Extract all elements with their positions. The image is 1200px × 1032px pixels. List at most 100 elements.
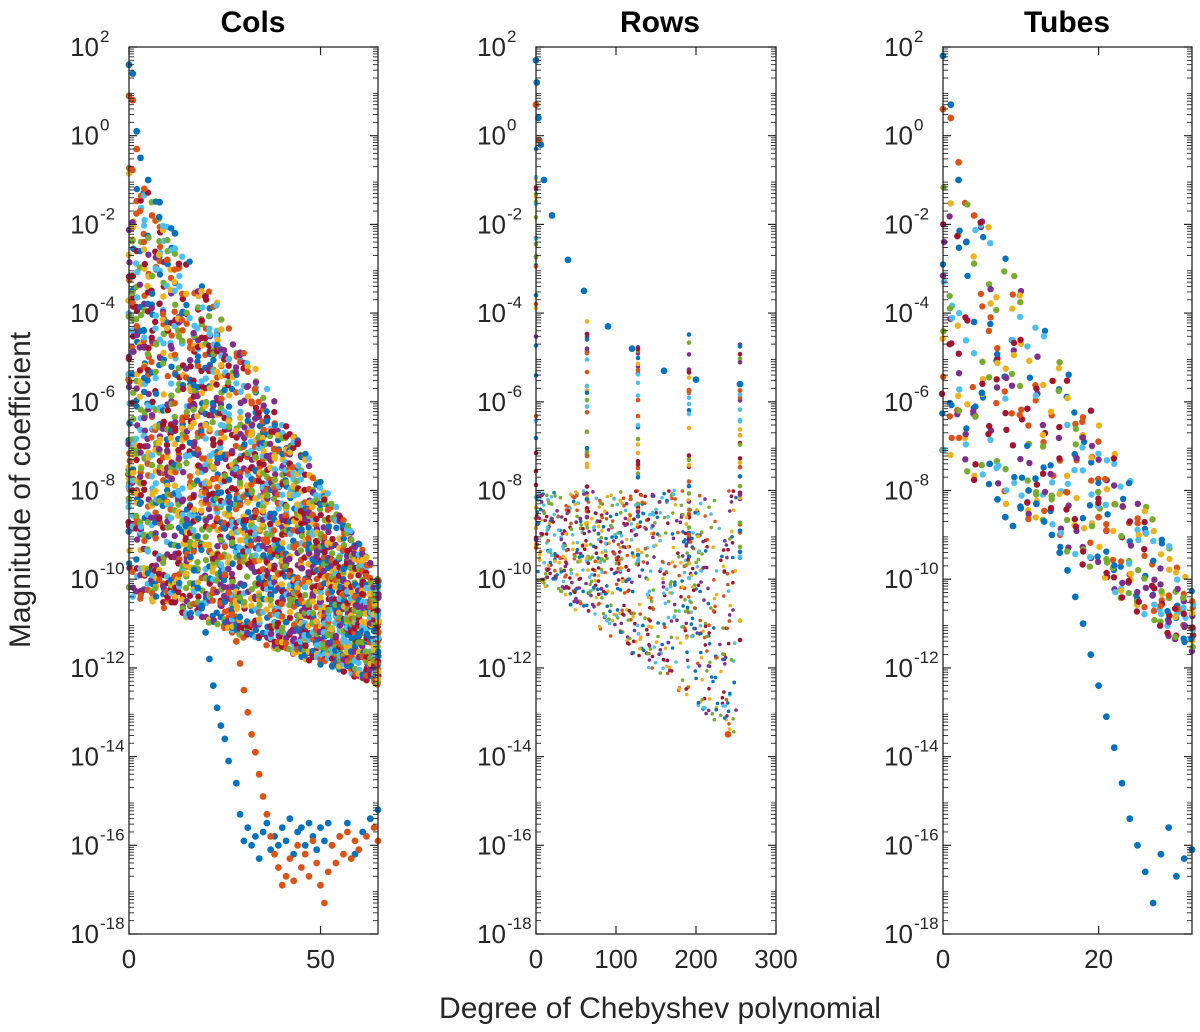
series-1-point bbox=[206, 655, 213, 663]
series-1-point bbox=[317, 824, 324, 831]
cloud-point bbox=[640, 500, 644, 505]
cloud-point bbox=[665, 498, 669, 503]
cloud-point bbox=[141, 260, 148, 268]
cloud-point bbox=[701, 705, 706, 710]
cloud-point bbox=[635, 367, 641, 373]
cloud-point bbox=[209, 568, 216, 575]
cloud-point bbox=[228, 605, 236, 613]
cloud-point bbox=[681, 540, 686, 544]
cloud-point bbox=[545, 493, 549, 498]
cloud-point bbox=[159, 559, 167, 566]
cloud-point bbox=[152, 487, 159, 495]
cloud-point bbox=[732, 508, 736, 512]
cloud-point bbox=[605, 584, 609, 588]
cloud-point bbox=[608, 609, 612, 613]
cloud-point bbox=[263, 418, 271, 425]
series-2-point bbox=[271, 850, 278, 858]
cloud-point bbox=[737, 407, 743, 412]
series-1-point bbox=[213, 704, 221, 712]
cloud-point bbox=[651, 588, 656, 592]
series-2-point bbox=[236, 660, 244, 667]
series-1-point bbox=[232, 779, 240, 787]
cloud-point bbox=[706, 586, 710, 591]
y-tick-label: 10 bbox=[70, 209, 99, 239]
cloud-point bbox=[190, 493, 197, 501]
cloud-point bbox=[136, 500, 144, 507]
y-tick-exponent: -16 bbox=[507, 825, 532, 844]
cloud-point bbox=[168, 332, 175, 339]
cloud-point bbox=[355, 659, 362, 667]
cloud-point bbox=[217, 536, 224, 544]
cloud-point bbox=[225, 362, 232, 369]
cloud-point bbox=[737, 618, 743, 623]
cloud-point bbox=[732, 641, 737, 645]
series-2-point bbox=[298, 864, 305, 871]
cloud-point bbox=[737, 392, 743, 398]
cloud-point bbox=[686, 401, 692, 407]
cloud-point bbox=[584, 369, 590, 375]
cloud-point bbox=[225, 505, 233, 512]
cloud-point bbox=[630, 651, 635, 655]
cloud-point bbox=[699, 569, 704, 573]
cloud-point bbox=[713, 604, 717, 609]
cloud-point bbox=[630, 580, 634, 585]
cloud-point bbox=[129, 238, 136, 245]
cloud-point bbox=[175, 542, 182, 550]
cloud-point bbox=[686, 425, 692, 431]
series-2-point bbox=[140, 185, 148, 193]
y-tick-label: 10 bbox=[477, 564, 506, 594]
cloud-point bbox=[697, 664, 702, 668]
cloud-point bbox=[573, 588, 578, 592]
cloud-point bbox=[325, 615, 332, 622]
cloud-point bbox=[237, 388, 244, 395]
cloud-point bbox=[305, 579, 312, 586]
cloud-point bbox=[671, 545, 676, 550]
cloud-point bbox=[244, 382, 252, 390]
cloud-point bbox=[584, 514, 590, 520]
y-tick-exponent: -8 bbox=[100, 471, 115, 490]
cloud-point bbox=[129, 289, 136, 297]
cloud-point bbox=[964, 272, 971, 280]
y-tick-exponent: 0 bbox=[100, 116, 109, 135]
series-1-point bbox=[301, 841, 309, 849]
cloud-point bbox=[635, 346, 641, 352]
cloud-point bbox=[586, 561, 590, 565]
series-1-point bbox=[198, 602, 206, 610]
cloud-point bbox=[650, 666, 655, 670]
cloud-point bbox=[564, 586, 569, 590]
cloud-point bbox=[156, 271, 164, 278]
cloud-point bbox=[171, 308, 178, 315]
cloud-point bbox=[651, 535, 655, 540]
cloud-point bbox=[218, 316, 225, 323]
cloud-point bbox=[584, 410, 590, 415]
cloud-point bbox=[618, 588, 623, 592]
cloud-point bbox=[175, 260, 182, 267]
cloud-point bbox=[719, 669, 723, 674]
cloud-point bbox=[686, 525, 692, 530]
cloud-point bbox=[696, 512, 701, 516]
cloud-point bbox=[600, 515, 604, 520]
cloud-point bbox=[584, 539, 588, 543]
cloud-point bbox=[598, 560, 603, 564]
cloud-point bbox=[237, 408, 244, 415]
cloud-point bbox=[672, 615, 676, 620]
cloud-point bbox=[729, 500, 734, 504]
cloud-point bbox=[635, 380, 641, 386]
cloud-point bbox=[328, 550, 336, 557]
series-1-point bbox=[660, 367, 668, 375]
y-tick-exponent: -14 bbox=[100, 737, 125, 756]
cloud-point bbox=[574, 520, 578, 524]
cloud-point bbox=[635, 393, 641, 398]
cloud-point bbox=[252, 552, 259, 559]
cloud-point bbox=[220, 347, 228, 354]
cloud-point bbox=[167, 342, 174, 350]
cloud-point bbox=[654, 507, 658, 512]
cloud-point bbox=[267, 520, 274, 528]
cloud-point bbox=[972, 413, 979, 420]
cloud-point bbox=[214, 620, 221, 628]
cloud-point bbox=[612, 496, 616, 501]
cloud-point bbox=[700, 698, 705, 702]
y-tick-label: 10 bbox=[477, 387, 506, 417]
cloud-point bbox=[164, 482, 171, 489]
panel-cols-points bbox=[125, 61, 382, 907]
